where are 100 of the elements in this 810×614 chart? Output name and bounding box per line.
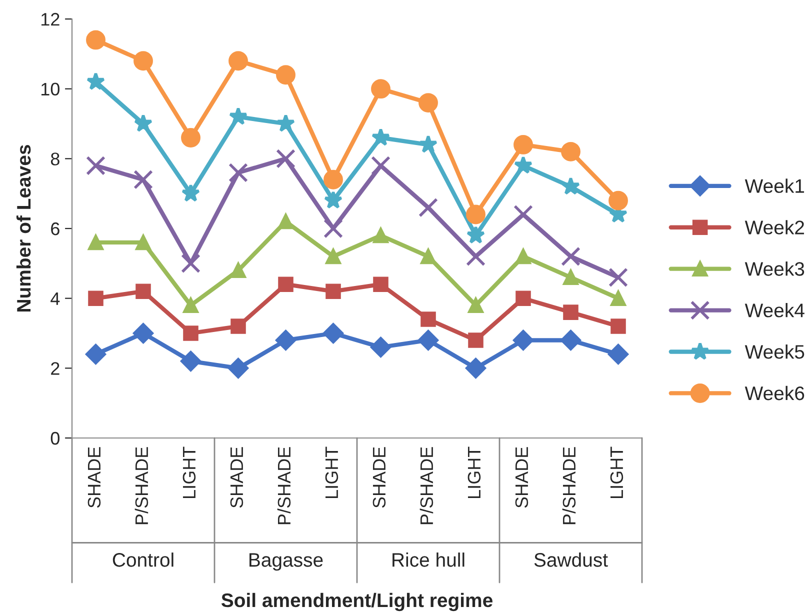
x-tick-label: LIGHT — [468, 446, 481, 498]
legend-label: Week6 — [744, 386, 804, 400]
x-tick-label: SHADE — [372, 447, 386, 508]
y-tick-label: 10 — [41, 82, 60, 96]
point — [468, 332, 484, 348]
point — [324, 218, 343, 238]
point — [181, 184, 200, 202]
point — [326, 284, 341, 299]
point — [230, 262, 246, 278]
legend-label: Week1 — [744, 178, 804, 193]
point — [371, 128, 390, 146]
point — [276, 65, 296, 85]
point — [466, 358, 486, 378]
point — [276, 148, 296, 168]
point — [371, 79, 390, 99]
point — [513, 330, 534, 350]
point — [466, 246, 486, 266]
x-tick-label: SHADE — [230, 447, 244, 508]
point — [610, 318, 626, 334]
point — [516, 248, 531, 264]
x-tick-label: P/SHADE — [277, 447, 291, 524]
point — [133, 323, 154, 344]
y-tick-label: 12 — [41, 12, 60, 26]
point — [323, 323, 344, 344]
point — [514, 156, 533, 174]
text: Control — [112, 552, 174, 567]
point — [418, 134, 438, 153]
point — [136, 234, 151, 250]
point — [561, 246, 580, 266]
point — [183, 298, 198, 313]
point — [183, 326, 198, 341]
point — [418, 93, 438, 113]
legend-label: Week3 — [744, 262, 804, 276]
point — [134, 114, 153, 132]
point — [608, 344, 628, 364]
point — [418, 330, 438, 350]
y-tick-label: 4 — [50, 292, 60, 305]
point — [514, 204, 533, 224]
x-tick-label: LIGHT — [610, 446, 624, 498]
point — [608, 268, 628, 288]
point — [134, 51, 153, 71]
point — [608, 190, 628, 210]
x-tick-label: LIGHT — [325, 446, 338, 498]
point — [466, 204, 486, 224]
point — [466, 226, 486, 244]
legend-label: Week4 — [744, 303, 804, 318]
point — [324, 190, 343, 209]
y-tick-label: 0 — [50, 432, 60, 445]
y-axis-title: Number of Leaves — [16, 145, 31, 312]
text: Rice hull — [392, 552, 464, 567]
x-axis-title: Soil amendment/Light regime — [221, 592, 492, 612]
point — [373, 228, 388, 244]
point — [561, 176, 580, 195]
text: Bagasse — [250, 553, 323, 571]
point — [276, 330, 296, 350]
point — [370, 336, 391, 358]
legend-label: Week2 — [744, 220, 804, 234]
point — [228, 358, 248, 378]
point — [134, 170, 153, 190]
x-tick-label: SHADE — [88, 447, 101, 508]
point — [563, 304, 578, 320]
point — [86, 30, 106, 50]
point — [228, 107, 248, 125]
point — [228, 51, 248, 71]
point — [88, 234, 104, 250]
x-tick-label: P/SHADE — [562, 447, 576, 524]
point — [418, 198, 438, 218]
point — [516, 290, 531, 306]
point — [514, 134, 533, 154]
point — [610, 290, 626, 306]
point — [86, 344, 106, 364]
y-tick-label: 2 — [51, 362, 60, 375]
point — [324, 170, 343, 190]
point — [420, 248, 436, 264]
point — [181, 254, 200, 274]
legend-label: Week5 — [744, 344, 804, 359]
text: Sawdust — [534, 552, 608, 567]
point — [276, 114, 296, 132]
point — [468, 298, 484, 313]
point — [371, 156, 390, 176]
point — [181, 128, 200, 148]
point — [560, 330, 581, 350]
y-tick-label: 8 — [50, 152, 60, 166]
point — [326, 248, 341, 264]
point — [278, 214, 294, 230]
point — [561, 142, 580, 162]
point — [278, 276, 294, 292]
point — [228, 162, 248, 182]
x-tick-label: P/SHADE — [134, 447, 148, 524]
point — [136, 284, 151, 299]
x-tick-label: SHADE — [515, 447, 528, 508]
point — [420, 312, 436, 327]
point — [180, 350, 201, 372]
y-tick-label: 6 — [51, 222, 60, 236]
point — [230, 318, 246, 334]
point — [88, 290, 104, 306]
point — [563, 270, 578, 286]
point — [86, 156, 106, 176]
point — [373, 276, 388, 292]
point — [86, 72, 106, 90]
